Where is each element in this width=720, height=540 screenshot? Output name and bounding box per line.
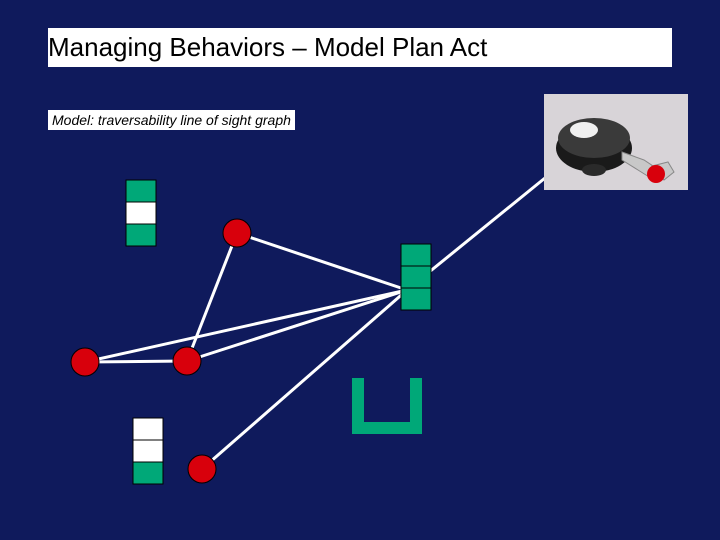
robot-illustration (544, 94, 688, 190)
graph-edge (202, 290, 407, 469)
graph-node (173, 347, 201, 375)
obstacle-block (126, 180, 156, 202)
graph-edge (85, 361, 187, 362)
graph-node (188, 455, 216, 483)
obstacle-block (126, 224, 156, 246)
obstacle-block (126, 202, 156, 224)
graph-node (71, 348, 99, 376)
graph-edge (187, 233, 237, 361)
graph-edge (237, 233, 407, 290)
obstacle-block (133, 440, 163, 462)
goal-marker (358, 378, 416, 428)
obstacle-block (133, 418, 163, 440)
graph-edge (85, 290, 407, 362)
graph-edge (187, 290, 407, 361)
graph-node (223, 219, 251, 247)
obstacle-block (401, 288, 431, 310)
obstacle-block (401, 244, 431, 266)
obstacle-block (401, 266, 431, 288)
obstacle-block (133, 462, 163, 484)
graph-diagram (0, 0, 720, 540)
